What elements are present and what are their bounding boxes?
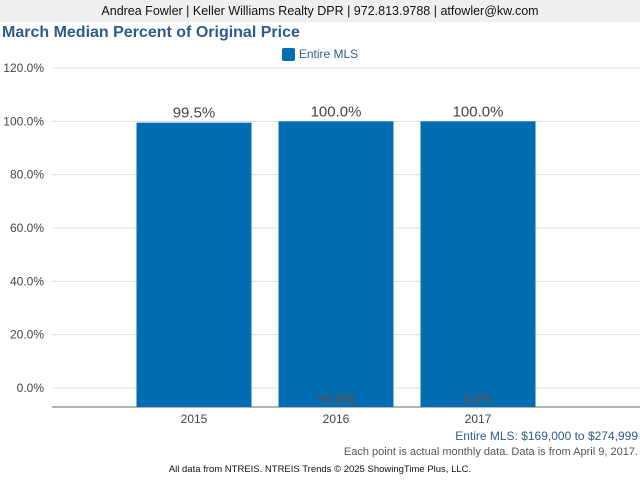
- y-tick-label: 100.0%: [3, 114, 44, 128]
- y-tick-label: 0.0%: [17, 381, 45, 395]
- data-note: Each point is actual monthly data. Data …: [343, 446, 638, 458]
- bar: [136, 122, 252, 408]
- contact-header: Andrea Fowler | Keller Williams Realty D…: [0, 0, 640, 22]
- bar: [278, 121, 394, 407]
- legend-label: Entire MLS: [298, 47, 359, 61]
- bar-value-label: 100.0%: [311, 103, 362, 120]
- y-tick-label: 60.0%: [10, 221, 44, 235]
- change-label: 0.0%: [463, 391, 493, 406]
- bar-value-label: 99.5%: [173, 105, 216, 122]
- change-label: +0.5%: [317, 391, 355, 406]
- y-tick-label: 120.0%: [3, 61, 44, 75]
- bar-value-label: 100.0%: [453, 103, 504, 120]
- y-tick-label: 40.0%: [10, 274, 44, 288]
- chart-title: March Median Percent of Original Price: [2, 24, 300, 41]
- x-tick-label: 2016: [323, 412, 350, 426]
- y-tick-label: 20.0%: [10, 328, 44, 342]
- x-tick-label: 2017: [465, 412, 492, 426]
- bar: [420, 121, 536, 407]
- price-range-note: Entire MLS: $169,000 to $274,999: [455, 429, 638, 443]
- data-source: All data from NTREIS. NTREIS Trends © 20…: [168, 464, 472, 475]
- chart-legend: Entire MLS: [0, 46, 640, 62]
- x-tick-label: 2015: [181, 412, 208, 426]
- y-tick-label: 80.0%: [10, 168, 44, 182]
- legend-swatch: [281, 47, 295, 61]
